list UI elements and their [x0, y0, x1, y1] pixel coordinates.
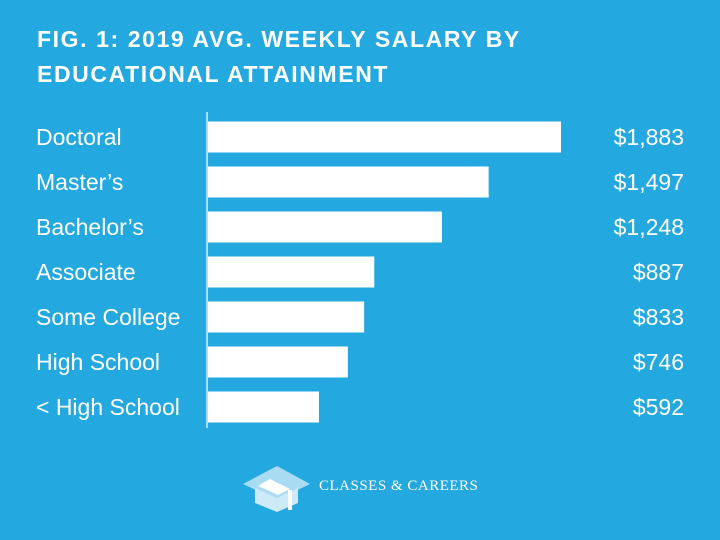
value-label: $1,883 [614, 124, 684, 150]
category-label: High School [36, 349, 160, 375]
value-label: $887 [633, 259, 684, 285]
category-label: Doctoral [36, 124, 122, 150]
bar [208, 346, 348, 378]
category-label: Associate [36, 259, 136, 285]
bar [208, 391, 319, 423]
value-label: $592 [633, 394, 684, 420]
bar [208, 301, 365, 333]
value-label: $746 [633, 349, 684, 375]
value-label: $1,497 [614, 169, 684, 195]
bar [208, 166, 489, 198]
bar [208, 256, 375, 288]
category-label: Master’s [36, 169, 123, 195]
category-label: Bachelor’s [36, 214, 144, 240]
value-label: $833 [633, 304, 684, 330]
category-label: Some College [36, 304, 180, 330]
brand-logo-text: CLASSES & CAREERS [319, 478, 479, 494]
value-label: $1,248 [614, 214, 684, 240]
chart-title: FIG. 1: 2019 AVG. WEEKLY SALARY BY EDUCA… [37, 26, 521, 87]
bar [208, 211, 442, 243]
bar [208, 121, 561, 153]
category-label: < High School [36, 394, 180, 420]
